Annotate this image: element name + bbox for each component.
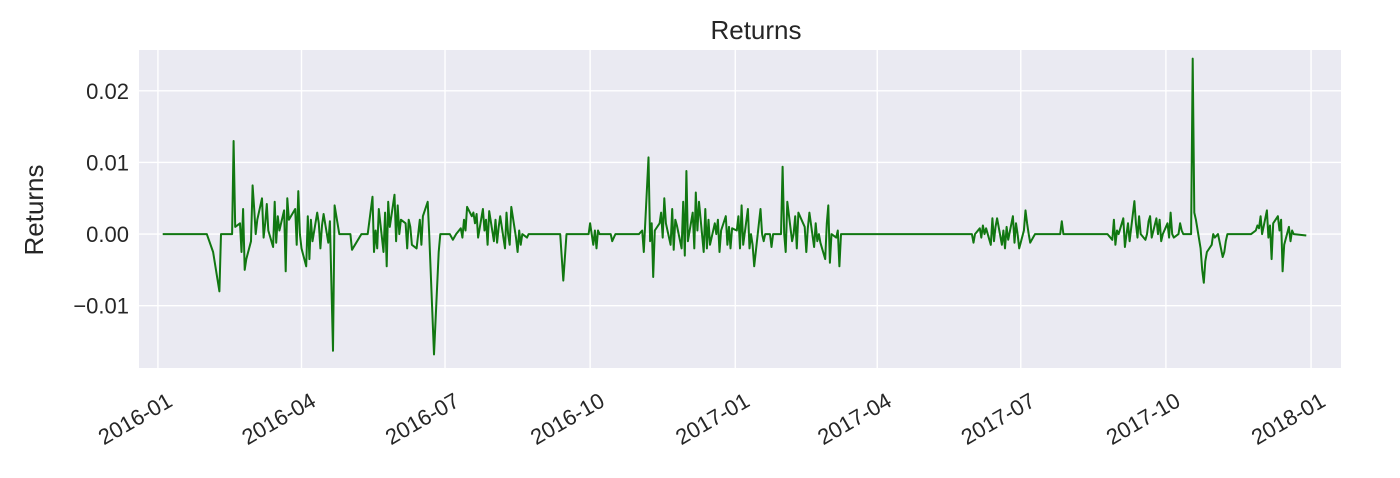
plot-background <box>139 50 1341 368</box>
returns-series-line <box>162 57 1307 356</box>
x-tick-label: 2017-01 <box>671 388 753 450</box>
y-tick-label: 0.01 <box>86 150 129 175</box>
x-tick-label: 2018-01 <box>1247 388 1329 450</box>
y-tick-labels: 0.02 0.01 0.00 −0.01 <box>73 79 129 319</box>
x-tick-labels: 2016-01 2016-04 2016-07 2016-10 2017-01 2017-… <box>94 388 1330 450</box>
y-tick-label: −0.01 <box>73 294 129 319</box>
y-tick-label: 0.00 <box>86 222 129 247</box>
y-axis-label: Returns <box>19 164 49 255</box>
x-tick-label: 2016-04 <box>237 388 319 450</box>
x-tick-label: 2017-04 <box>813 388 895 450</box>
chart-title: Returns <box>710 15 801 45</box>
x-tick-label: 2016-07 <box>381 388 463 450</box>
y-tick-label: 0.02 <box>86 79 129 104</box>
x-tick-label: 2016-10 <box>526 388 608 450</box>
x-tick-label: 2017-10 <box>1102 388 1184 450</box>
x-tick-label: 2017-07 <box>957 388 1039 450</box>
x-tick-label: 2016-01 <box>94 388 176 450</box>
